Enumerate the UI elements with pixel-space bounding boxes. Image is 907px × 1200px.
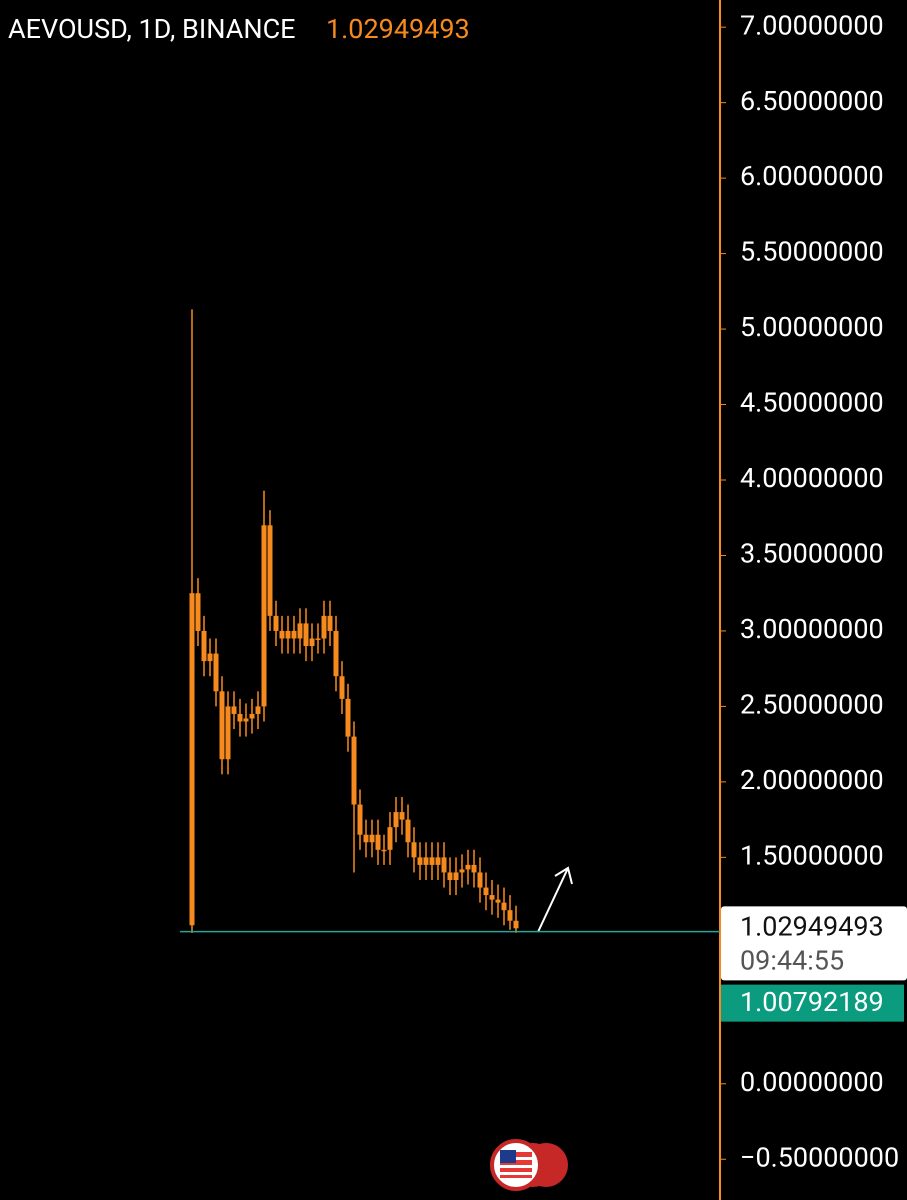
candle-body <box>255 706 261 714</box>
y-tick-label: 7.00000000 <box>740 9 884 41</box>
last-price-label: 1.02949493 <box>740 911 884 943</box>
candle-body <box>249 713 255 719</box>
chart-title: AEVOUSD, 1D, BINANCE <box>8 13 296 45</box>
candle-body <box>483 887 489 896</box>
price-line-label: 1.00792189 <box>740 986 884 1018</box>
candle-body <box>459 869 465 873</box>
candle-body <box>291 630 297 639</box>
candle-body <box>471 864 477 873</box>
candle-body <box>207 653 213 662</box>
candle-body <box>309 638 315 647</box>
candle-body <box>411 842 417 858</box>
candle-body <box>489 895 495 900</box>
candle-body <box>447 872 453 880</box>
candle-body <box>297 623 303 639</box>
candle-body <box>477 872 483 888</box>
candle-body <box>315 638 321 640</box>
candle-body <box>513 920 519 929</box>
drawn-arrow <box>537 866 573 933</box>
candle-body <box>507 910 513 921</box>
candle-body <box>231 706 237 714</box>
y-tick-label: 6.00000000 <box>740 160 884 192</box>
plot <box>189 309 519 933</box>
candle-body <box>345 698 351 737</box>
y-tick-label: 5.00000000 <box>740 311 884 343</box>
y-tick-label: 2.50000000 <box>740 689 884 721</box>
countdown-label: 09:44:55 <box>740 945 844 977</box>
last-price-tag <box>721 906 907 981</box>
candle-body <box>237 713 243 722</box>
y-tick-label: 6.50000000 <box>740 85 884 117</box>
price-line-tag <box>721 984 904 1022</box>
candle-body <box>375 834 381 850</box>
candle-body <box>423 857 429 865</box>
candle-body <box>285 630 291 639</box>
candle-body <box>501 902 507 911</box>
candle-body <box>495 899 501 903</box>
y-tick-label: 4.00000000 <box>740 462 884 494</box>
candle-body <box>405 819 411 843</box>
candle-body <box>261 525 267 707</box>
y-tick-label: 0.00000000 <box>740 1066 884 1098</box>
header-price: 1.02949493 <box>326 13 470 45</box>
candle-body <box>213 653 219 692</box>
candle-body <box>219 691 225 760</box>
candle-body <box>333 630 339 677</box>
candle-body <box>279 630 285 639</box>
candle-body <box>369 834 375 843</box>
candle-body <box>225 706 231 760</box>
candle-body <box>339 676 345 699</box>
candle-body <box>435 857 441 865</box>
candle-body <box>303 623 309 647</box>
candle-body <box>273 615 279 631</box>
y-tick-label: 3.00000000 <box>740 613 884 645</box>
y-tick-label: 5.50000000 <box>740 236 884 268</box>
candle-body <box>381 849 387 852</box>
candle-body <box>399 812 405 820</box>
candle-body <box>321 615 327 639</box>
candle-body <box>393 812 399 828</box>
flag-icon <box>490 1139 568 1191</box>
candle-body <box>357 804 363 835</box>
candle-body <box>351 736 357 805</box>
candle-body <box>417 857 423 865</box>
candle-body <box>387 827 393 850</box>
candle-body <box>327 615 333 631</box>
candle-body <box>189 593 195 926</box>
y-tick-label: 3.50000000 <box>740 538 884 570</box>
candle-body <box>441 857 447 873</box>
candle-body <box>429 857 435 865</box>
y-tick-label: 4.50000000 <box>740 387 884 419</box>
candle-body <box>243 718 249 722</box>
y-tick-label: 2.00000000 <box>740 764 884 796</box>
candle-body <box>363 834 369 843</box>
candle-body <box>267 525 273 616</box>
candle-body <box>201 630 207 662</box>
candle-body <box>465 864 471 870</box>
candle-body <box>453 872 459 880</box>
y-tick-label: −0.50000000 <box>740 1141 899 1173</box>
y-tick-label: 1.50000000 <box>740 839 884 871</box>
candle-body <box>195 593 201 631</box>
